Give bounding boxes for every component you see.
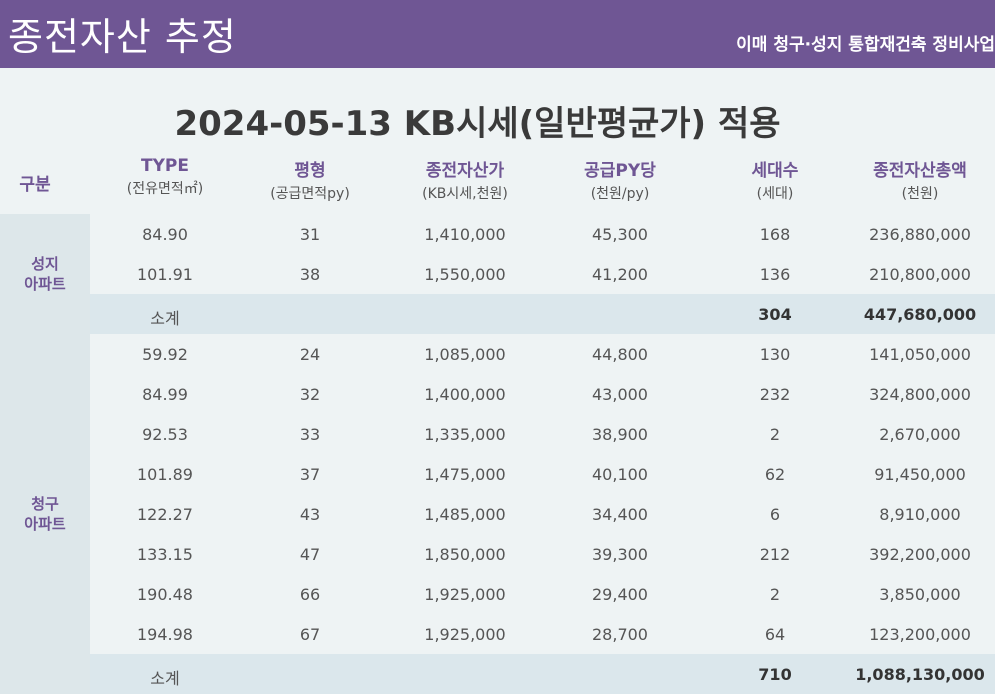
cell-total: 324,800,000 <box>869 385 971 404</box>
group-label-line1: 성지 <box>31 255 59 273</box>
cell-units: 64 <box>764 625 786 644</box>
cell-per_py: 34,400 <box>592 505 648 524</box>
cell-per_py: 38,900 <box>592 425 648 444</box>
cell-py: 31 <box>299 225 321 244</box>
cell-py: 32 <box>299 385 321 404</box>
col-header-total: 종전자산총액 (천원) <box>873 161 967 202</box>
table-row: 101.91 38 1,550,000 41,200 136 210,800,000 <box>90 254 995 294</box>
cell-price: 1,550,000 <box>424 265 506 284</box>
cell-py: 43 <box>299 505 321 524</box>
main-title: 2024-05-13 KB시세(일반평균가) 적용 <box>174 104 781 144</box>
col-header-per-py: 공급PY당 (천원/py) <box>584 161 656 202</box>
subtotal-units: 710 <box>758 665 792 684</box>
cell-type: 190.48 <box>137 585 193 604</box>
subtotal-row: 소계 304 447,680,000 <box>90 294 995 334</box>
subtotal-label: 소계 <box>150 309 180 328</box>
cell-py: 37 <box>299 465 321 484</box>
subtotal-total: 1,088,130,000 <box>855 665 985 684</box>
table-row: 194.98 67 1,925,000 28,700 64 123,200,000 <box>90 614 995 654</box>
cell-per_py: 39,300 <box>592 545 648 564</box>
subtotal-total: 447,680,000 <box>863 305 977 324</box>
cell-total: 3,850,000 <box>879 585 961 604</box>
col-header-type: TYPE (전유면적㎡) <box>126 156 204 197</box>
cell-units: 62 <box>764 465 786 484</box>
header-bar: 종전자산 추정 이매 청구·성지 통합재건축 정비사업 <box>0 0 995 68</box>
cell-price: 1,410,000 <box>424 225 506 244</box>
cell-py: 66 <box>299 585 321 604</box>
cell-units: 6 <box>769 505 781 524</box>
cell-py: 33 <box>299 425 321 444</box>
cell-total: 2,670,000 <box>879 425 961 444</box>
cell-py: 47 <box>299 545 321 564</box>
table-row: 92.53 33 1,335,000 38,900 2 2,670,000 <box>90 414 995 454</box>
cell-units: 168 <box>759 225 791 244</box>
group-label-line1: 청구 <box>31 495 59 513</box>
cell-price: 1,485,000 <box>424 505 506 524</box>
slide-title: 종전자산 추정 <box>8 15 237 59</box>
table-row: 84.99 32 1,400,000 43,000 232 324,800,000 <box>90 374 995 414</box>
subtotal-label: 소계 <box>150 669 180 688</box>
cell-units: 232 <box>759 385 791 404</box>
table-row: 133.15 47 1,850,000 39,300 212 392,200,000 <box>90 534 995 574</box>
cell-price: 1,085,000 <box>424 345 506 364</box>
cell-per_py: 44,800 <box>592 345 648 364</box>
cell-type: 84.90 <box>142 225 188 244</box>
cell-units: 136 <box>759 265 791 284</box>
cell-price: 1,475,000 <box>424 465 506 484</box>
cell-units: 2 <box>769 585 781 604</box>
cell-price: 1,400,000 <box>424 385 506 404</box>
cell-price: 1,925,000 <box>424 625 506 644</box>
cell-total: 392,200,000 <box>869 545 971 564</box>
table-row: 101.89 37 1,475,000 40,100 62 91,450,000 <box>90 454 995 494</box>
col-header-py: 평형 (공급면적py) <box>270 161 350 202</box>
cell-total: 123,200,000 <box>869 625 971 644</box>
cell-per_py: 29,400 <box>592 585 648 604</box>
cell-price: 1,850,000 <box>424 545 506 564</box>
table-row: 59.92 24 1,085,000 44,800 130 141,050,000 <box>90 334 995 374</box>
cell-units: 212 <box>759 545 791 564</box>
group-cell-bg <box>0 214 90 334</box>
table-row: 190.48 66 1,925,000 29,400 2 3,850,000 <box>90 574 995 614</box>
cell-total: 91,450,000 <box>874 465 966 484</box>
cell-price: 1,925,000 <box>424 585 506 604</box>
cell-type: 92.53 <box>142 425 188 444</box>
cell-py: 67 <box>299 625 321 644</box>
cell-py: 24 <box>299 345 321 364</box>
col-header-units: 세대수 (세대) <box>751 161 799 202</box>
cell-type: 84.99 <box>142 385 188 404</box>
cell-per_py: 40,100 <box>592 465 648 484</box>
cell-type: 101.89 <box>137 465 193 484</box>
cell-per_py: 28,700 <box>592 625 648 644</box>
col-header-category: 구분 <box>19 175 51 195</box>
table-header: 구분 TYPE (전유면적㎡) 평형 (공급면적py) 종전자산가 (KB시세,천원)… <box>0 150 995 214</box>
cell-type: 133.15 <box>137 545 193 564</box>
cell-units: 130 <box>759 345 791 364</box>
group-label-line2: 아파트 <box>24 515 66 533</box>
subtotal-row: 소계 710 1,088,130,000 <box>90 654 995 694</box>
cell-total: 141,050,000 <box>869 345 971 364</box>
cell-per_py: 41,200 <box>592 265 648 284</box>
cell-units: 2 <box>769 425 781 444</box>
cell-type: 101.91 <box>137 265 193 284</box>
cell-per_py: 43,000 <box>592 385 648 404</box>
cell-type: 194.98 <box>137 625 193 644</box>
table-row: 84.90 31 1,410,000 45,300 168 236,880,000 <box>90 214 995 254</box>
cell-py: 38 <box>299 265 321 284</box>
cell-total: 8,910,000 <box>879 505 961 524</box>
cell-total: 210,800,000 <box>869 265 971 284</box>
cell-price: 1,335,000 <box>424 425 506 444</box>
group-cell-bg <box>0 334 90 694</box>
group-label-line2: 아파트 <box>24 275 66 293</box>
subtotal-units: 304 <box>758 305 792 324</box>
table-row: 122.27 43 1,485,000 34,400 6 8,910,000 <box>90 494 995 534</box>
cell-type: 59.92 <box>142 345 188 364</box>
cell-type: 122.27 <box>137 505 193 524</box>
col-header-price: 종전자산가 (KB시세,천원) <box>422 161 508 202</box>
cell-total: 236,880,000 <box>869 225 971 244</box>
slide-subtitle: 이매 청구·성지 통합재건축 정비사업 <box>736 35 995 55</box>
cell-per_py: 45,300 <box>592 225 648 244</box>
